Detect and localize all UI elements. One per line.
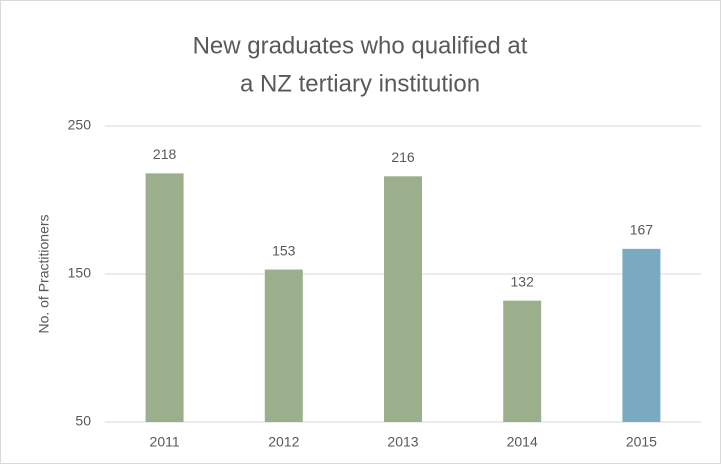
y-tick-label: 150 [68,265,92,281]
data-label: 167 [630,222,654,238]
x-tick-label: 2012 [268,434,299,450]
y-tick-label: 250 [68,117,92,133]
chart-title: New graduates who qualified at [193,32,528,59]
bar [145,173,184,422]
bar [503,300,542,422]
x-tick-label: 2015 [626,434,657,450]
data-label: 132 [511,273,535,289]
bar [384,176,422,422]
bar [264,269,303,422]
x-tick-label: 2013 [387,434,418,450]
x-tick-label: 2011 [150,434,180,450]
bar [622,248,661,422]
data-label: 216 [391,149,415,165]
x-tick-label: 2014 [507,434,538,450]
y-axis-label: No. of Practitioners [36,214,52,333]
chart-title: a NZ tertiary institution [240,70,480,97]
data-label: 153 [272,242,296,258]
y-tick-label: 50 [75,413,91,429]
data-label: 218 [153,146,177,162]
